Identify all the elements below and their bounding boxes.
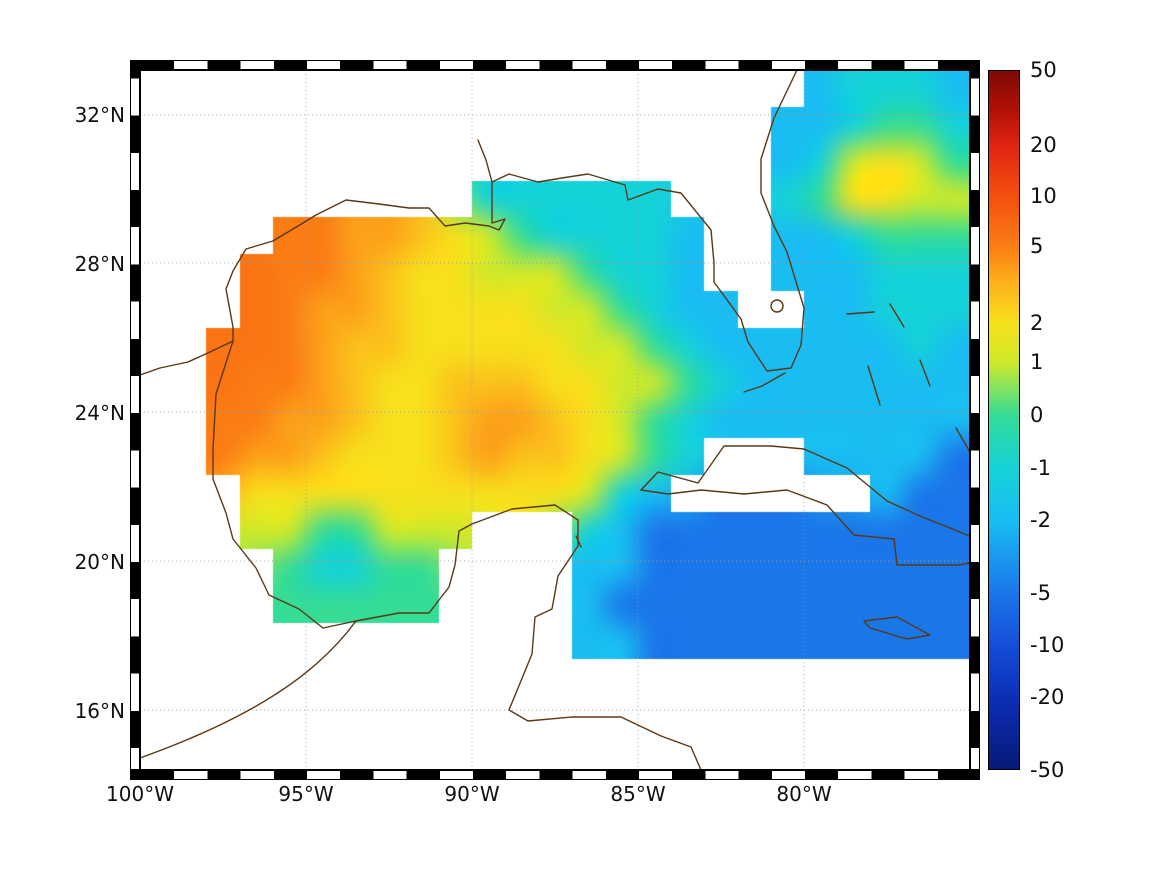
x-tick-label: 80°W — [776, 782, 832, 806]
lake-okeechobee — [770, 299, 784, 313]
river-mississippi — [477, 139, 493, 183]
river-southern-mexico — [140, 620, 357, 759]
colorbar-tick-label: 10 — [1030, 184, 1057, 208]
coastline-eleuthera — [919, 359, 931, 387]
colorbar-tick-label: 2 — [1030, 311, 1044, 335]
y-tick-label: 16°N — [74, 699, 125, 723]
coastline-cuba-south — [640, 489, 970, 566]
map-frame-right — [970, 70, 980, 770]
heatmap-canvas — [140, 70, 970, 770]
map-frame-left — [130, 70, 140, 770]
y-tick-label: 20°N — [74, 550, 125, 574]
colorbar-tick-label: 1 — [1030, 350, 1044, 374]
graticule — [140, 70, 970, 770]
coastline-cuba-north — [640, 445, 970, 538]
map-frame-top — [140, 60, 970, 70]
coastline-andros — [867, 365, 881, 406]
coastline-mainland — [212, 70, 805, 770]
colorbar-tick-label: 20 — [1030, 133, 1057, 157]
colorbar-tick-label: -2 — [1030, 508, 1051, 532]
colorbar-tick-label: 50 — [1030, 58, 1057, 82]
colorbar-tick-label: -20 — [1030, 685, 1065, 709]
frame-corner-se — [970, 770, 980, 780]
map-frame-bottom — [140, 770, 970, 780]
colorbar-tick-label: -1 — [1030, 456, 1051, 480]
coastline-cozumel — [575, 535, 582, 548]
colorbar-tick-label: 0 — [1030, 403, 1044, 427]
map-overlay-svg — [140, 70, 970, 770]
x-tick-label: 100°W — [106, 782, 174, 806]
colorbar-gradient — [988, 70, 1020, 770]
frame-corner-ne — [970, 60, 980, 70]
frame-corner-sw — [130, 770, 140, 780]
colorbar-tick-label: -10 — [1030, 633, 1065, 657]
frame-corner-nw — [130, 60, 140, 70]
river-rio-grande — [140, 340, 234, 376]
coastline-grand-bahama — [846, 311, 875, 315]
x-tick-label: 90°W — [444, 782, 500, 806]
y-tick-label: 24°N — [74, 401, 125, 425]
colorbar-tick-label: 5 — [1030, 234, 1044, 258]
x-tick-label: 95°W — [278, 782, 334, 806]
map-plot-area — [140, 70, 970, 770]
y-tick-label: 28°N — [74, 252, 125, 276]
colorbar-tick-label: -50 — [1030, 758, 1065, 782]
colorbar-tick-label: -5 — [1030, 581, 1051, 605]
coastline-florida-keys — [743, 372, 786, 393]
x-tick-label: 85°W — [610, 782, 666, 806]
coastline-abaco — [889, 303, 905, 328]
coastline-jamaica — [863, 616, 931, 640]
coastlines — [140, 70, 970, 770]
y-tick-label: 32°N — [74, 103, 125, 127]
coastline-long-island — [955, 427, 970, 453]
